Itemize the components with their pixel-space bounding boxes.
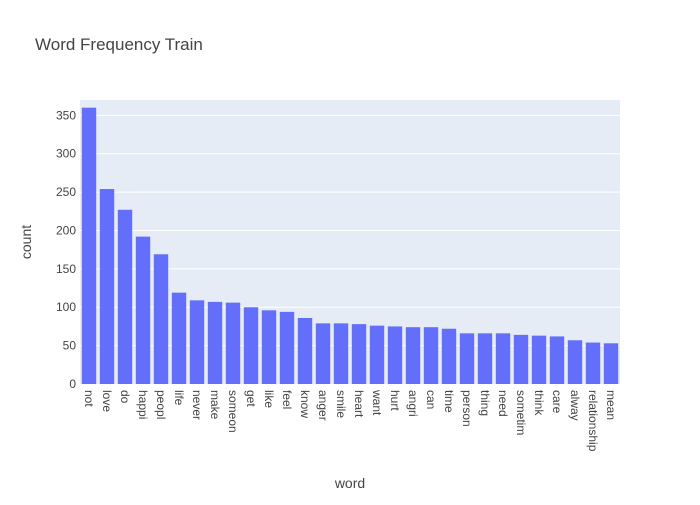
x-tick-label: want [370,389,384,416]
bar-angri[interactable] [405,327,421,384]
plot-area [80,100,620,384]
bar-smile[interactable] [333,323,349,384]
bar-someon[interactable] [225,302,241,384]
x-tick-label: smile [334,390,348,418]
x-tick-label: need [496,390,510,417]
bar-not[interactable] [81,107,97,385]
x-tick-label: get [244,390,258,407]
x-tick-label: never [190,390,204,420]
bar-mean[interactable] [603,343,619,384]
x-tick-label: can [424,390,438,409]
y-tick-label: 0 [69,377,76,391]
x-axis-title: word [334,475,365,491]
x-tick-label: sometim [514,390,528,435]
x-tick-label: mean [604,390,618,420]
y-tick-label: 250 [56,185,76,199]
x-tick-label: feel [280,390,294,409]
y-tick-label: 100 [56,300,76,314]
bar-relationship[interactable] [585,342,601,384]
x-tick-label: care [550,390,564,414]
y-tick-labels: 0 50 100 150 200 250 300 350 [56,108,76,391]
bar-think[interactable] [531,335,547,384]
bar-time[interactable] [441,328,457,384]
bar-hurt[interactable] [387,326,403,384]
bar-anger[interactable] [315,323,331,384]
bar-happi[interactable] [135,236,151,384]
y-tick-label: 200 [56,223,76,237]
x-tick-label: think [532,390,546,416]
x-tick-label: know [298,390,312,418]
gridlines [80,114,620,347]
x-tick-label: thing [478,390,492,416]
bar-feel[interactable] [279,311,295,384]
x-tick-label: someon [226,390,240,433]
x-tick-label: make [208,390,222,420]
bar-do[interactable] [117,209,133,384]
y-tick-label: 50 [63,339,77,353]
x-tick-label: alway [568,390,582,421]
bar-sometim[interactable] [513,334,529,384]
bar-thing[interactable] [477,333,493,384]
x-tick-label: peopl [154,390,168,419]
x-tick-label: life [172,390,186,406]
x-tick-label: relationship [586,390,600,452]
bar-never[interactable] [189,300,205,384]
bar-know[interactable] [297,317,313,384]
x-tick-label: person [460,390,474,427]
bar-care[interactable] [549,336,565,384]
y-tick-label: 150 [56,262,76,276]
x-tick-label: love [100,390,114,412]
y-tick-label: 350 [56,108,76,122]
bar-make[interactable] [207,301,223,384]
x-tick-label: anger [316,390,330,421]
bar-want[interactable] [369,325,385,384]
chart-title: Word Frequency Train [35,35,203,54]
bar-love[interactable] [99,189,115,384]
x-tick-label: time [442,390,456,413]
bar-like[interactable] [261,310,277,384]
bar-need[interactable] [495,333,511,384]
bar-get[interactable] [243,307,259,384]
x-tick-label: not [82,390,96,407]
x-tick-label: happi [136,390,150,419]
bar-alway[interactable] [567,340,583,384]
bar-person[interactable] [459,333,475,384]
bar-can[interactable] [423,327,439,384]
x-tick-label: angri [406,390,420,417]
bar-heart[interactable] [351,324,367,384]
x-tick-label: like [262,390,276,408]
x-tick-label: heart [352,390,366,418]
x-tick-labels: not love do happi peopl life never make someon ge… [82,389,618,452]
x-tick-label: hurt [388,390,402,411]
x-tick-label: do [118,390,132,404]
bar-life[interactable] [171,292,187,384]
bars [81,107,619,385]
y-axis-title: count [18,225,34,259]
bar-peopl[interactable] [153,254,169,384]
y-tick-label: 300 [56,147,76,161]
